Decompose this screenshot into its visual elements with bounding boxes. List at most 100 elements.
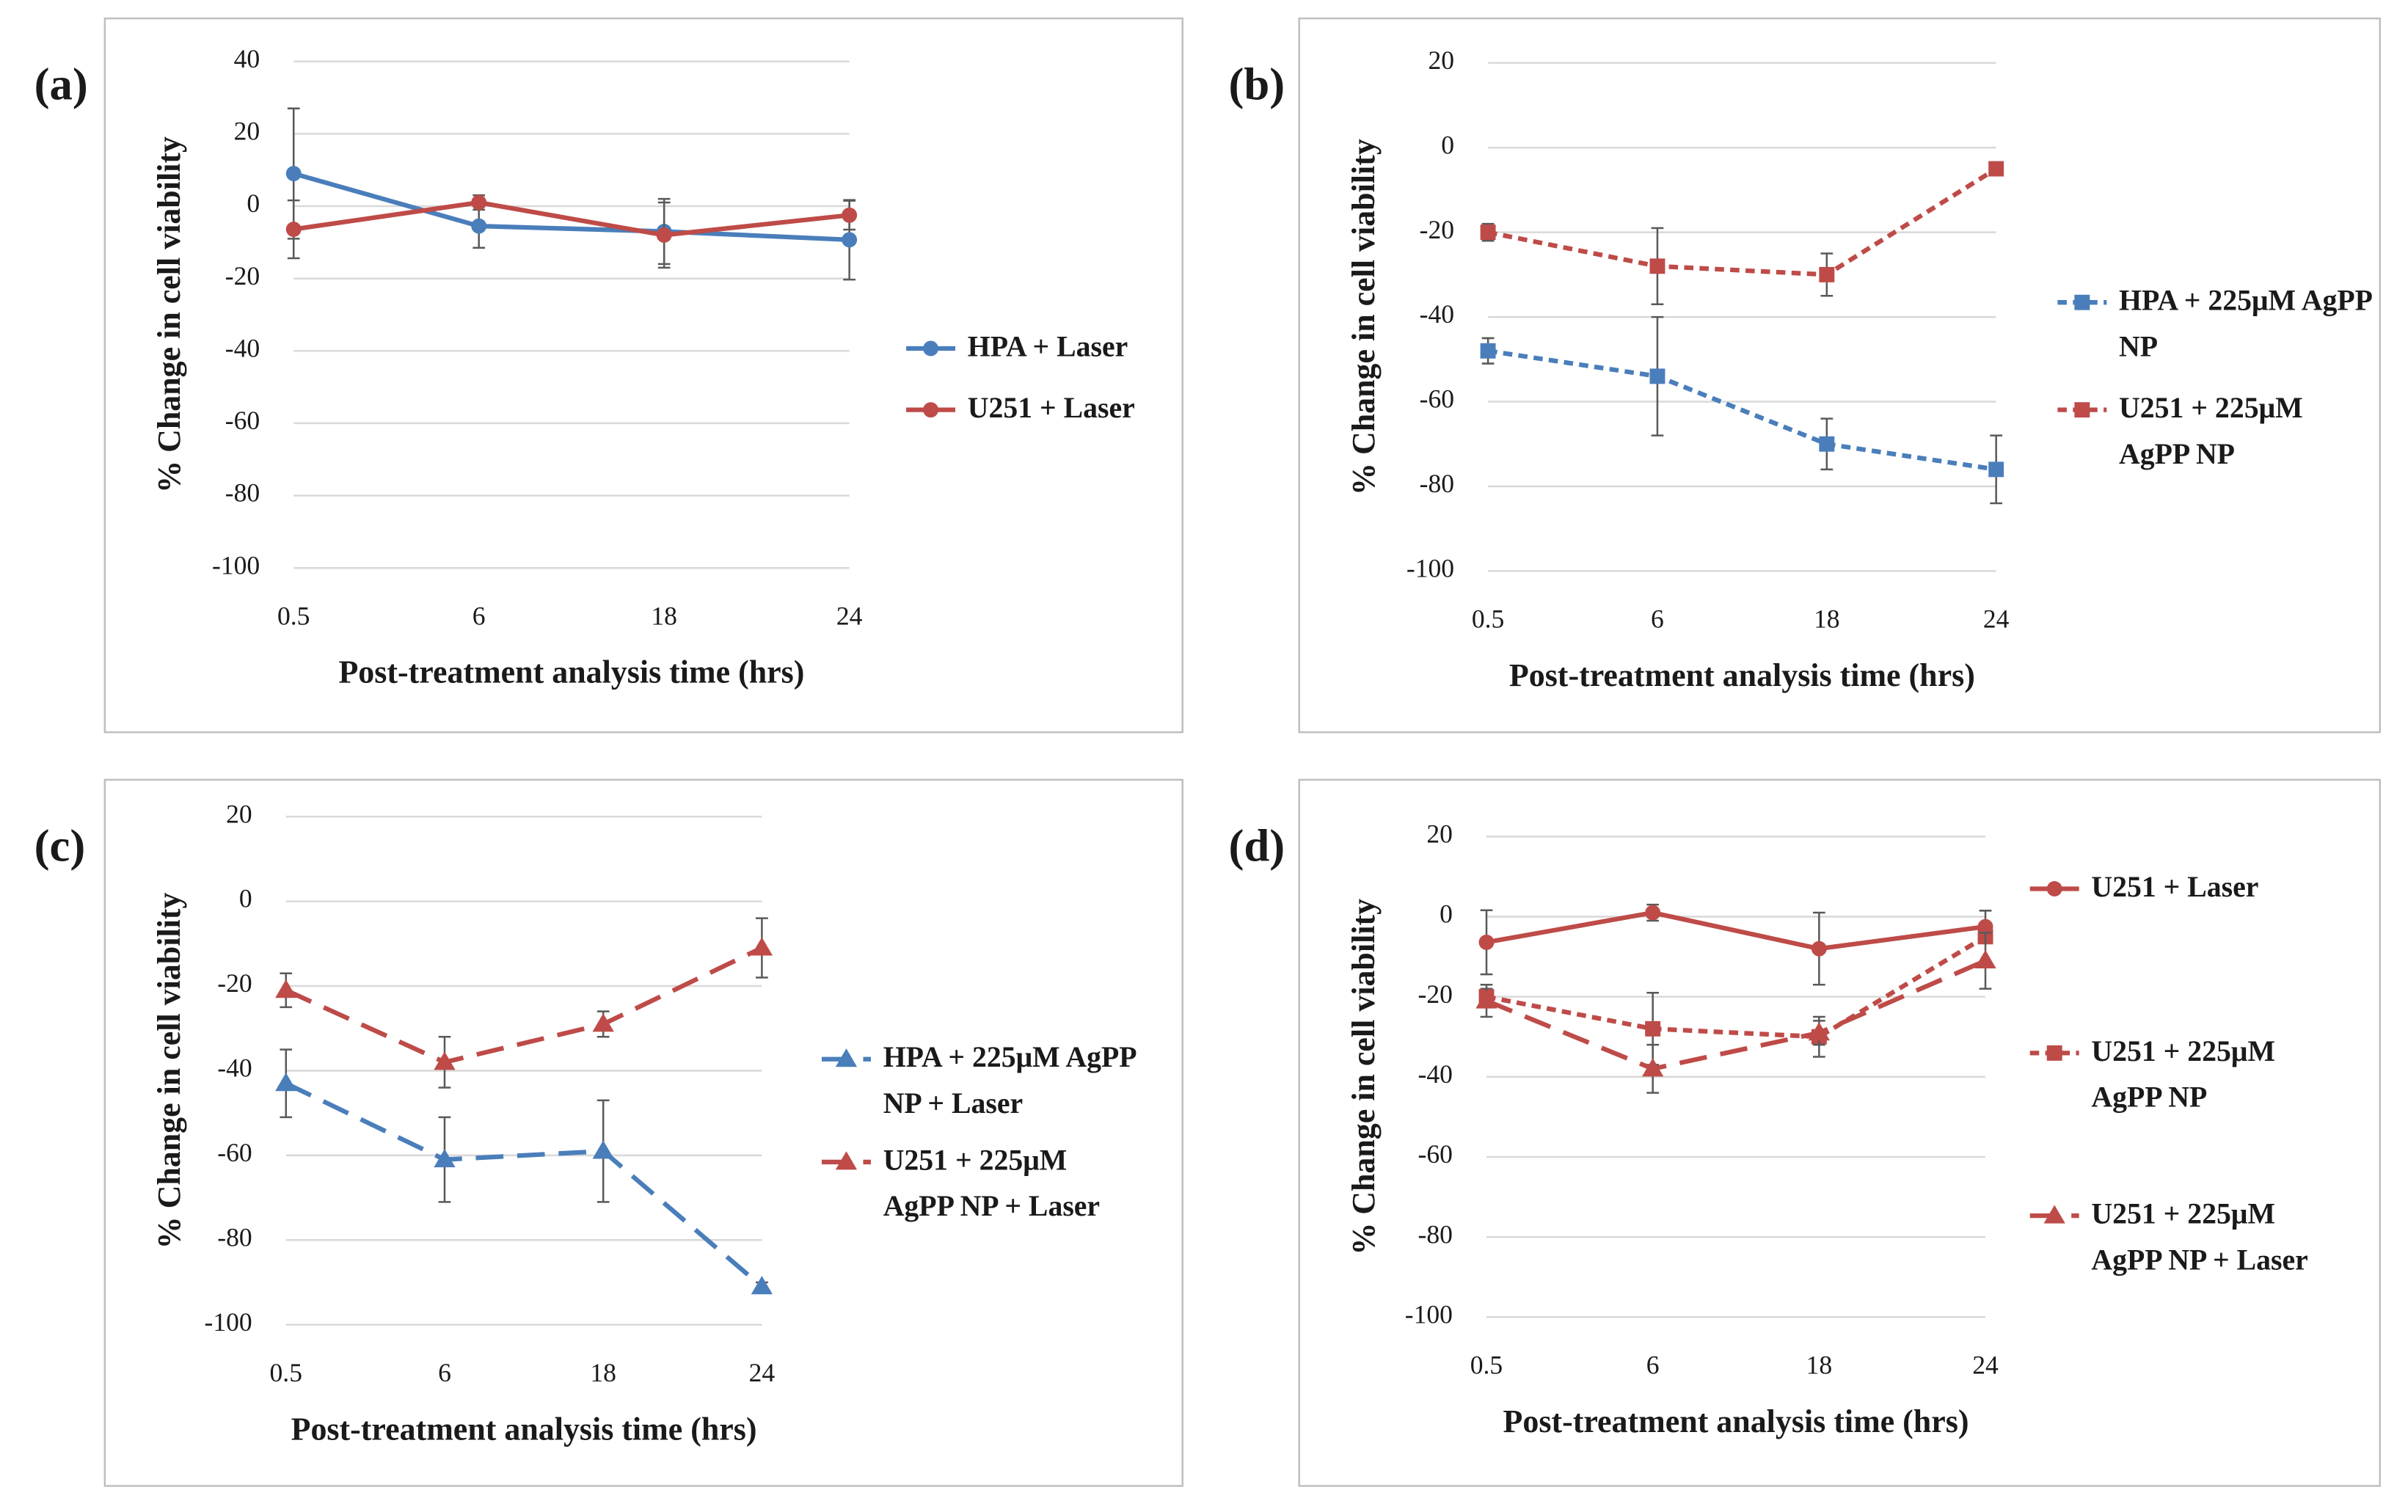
legend-label: U251 + 225μM AgPP NP + Laser <box>883 1144 1101 1224</box>
marker <box>1649 368 1665 384</box>
marker <box>471 194 487 211</box>
marker <box>1645 1020 1661 1037</box>
marker <box>1480 343 1496 359</box>
y-axis-label: % Change in cell viability <box>151 893 187 1249</box>
x-tick-label: 0.5 <box>1470 1350 1503 1379</box>
marker <box>1988 161 2004 177</box>
x-tick-label: 18 <box>1806 1350 1833 1379</box>
marker <box>923 402 939 418</box>
marker <box>835 1048 858 1067</box>
panel-frame <box>103 778 1183 1487</box>
panel-frame <box>1298 778 2382 1487</box>
marker <box>592 1140 614 1159</box>
legend-entry: HPA + 225μM AgPP NP + Laser <box>883 1042 1136 1121</box>
series-line <box>1486 910 1986 952</box>
panel: (d) -100 -80 -60 -40 -20 0 20 0.5 6 18 24Post-treat… <box>1228 778 2382 1487</box>
marker <box>1819 436 1835 452</box>
legend-entry: U251 + Laser <box>2091 872 2259 905</box>
legend-entry: U251 + 225μM AgPP NP + Laser <box>2091 1199 2308 1277</box>
marker <box>275 979 297 998</box>
x-tick-label: 0.5 <box>277 601 310 630</box>
marker <box>1642 1058 1664 1077</box>
y-tick-label: -80 <box>1420 469 1454 498</box>
x-tick-label: 24 <box>836 601 863 630</box>
legend-entry: U251 + Laser <box>967 392 1135 426</box>
y-tick-label: -20 <box>225 261 260 291</box>
marker <box>1811 941 1827 957</box>
y-tick-label: -80 <box>1418 1219 1453 1249</box>
legend-label: U251 + 225μM AgPP NP <box>2091 1036 2275 1115</box>
x-axis-label: Post-treatment analysis time (hrs) <box>338 654 804 690</box>
x-tick-label: 18 <box>651 601 677 630</box>
series-line <box>293 200 850 238</box>
x-tick-label: 6 <box>1651 605 1664 634</box>
marker <box>285 222 302 238</box>
marker <box>1480 224 1496 241</box>
y-tick-label: -20 <box>217 968 252 998</box>
y-tick-label: -60 <box>225 406 260 435</box>
y-tick-label: -20 <box>1418 979 1453 1009</box>
marker <box>2046 881 2062 896</box>
x-tick-label: 6 <box>438 1358 451 1387</box>
y-tick-label: -40 <box>1420 299 1454 329</box>
marker <box>275 1073 297 1092</box>
series-line <box>1486 935 1987 1040</box>
x-axis-label: Post-treatment analysis time (hrs) <box>291 1411 757 1447</box>
x-tick-label: 18 <box>590 1358 616 1387</box>
y-tick-label: -100 <box>205 1307 252 1337</box>
y-tick-label: -80 <box>217 1222 252 1252</box>
y-tick-label: 20 <box>1426 819 1453 849</box>
x-tick-label: 24 <box>1983 605 2010 634</box>
panel-label: (c) <box>34 820 86 872</box>
panel-frame <box>1298 17 2382 734</box>
marker <box>1478 934 1495 950</box>
y-tick-label: -40 <box>217 1053 252 1083</box>
panel-frame <box>103 17 1183 734</box>
y-tick-label: 0 <box>239 884 252 913</box>
legend-label: U251 + Laser <box>967 392 1135 426</box>
marker <box>434 1148 456 1168</box>
legend-entry: HPA + Laser <box>968 332 1128 364</box>
marker <box>842 232 858 248</box>
marker <box>2074 402 2090 418</box>
y-tick-label: 20 <box>234 116 260 145</box>
x-tick-label: 0.5 <box>1472 605 1504 634</box>
y-axis-label: % Change in cell viability <box>151 136 187 493</box>
y-tick-label: -100 <box>1405 1299 1453 1329</box>
y-axis-label: % Change in cell viability <box>1346 899 1382 1255</box>
marker <box>2046 1045 2062 1061</box>
y-tick-label: -60 <box>1420 384 1454 414</box>
y-tick-label: 0 <box>1440 899 1453 929</box>
marker <box>2074 294 2090 310</box>
y-tick-label: -100 <box>212 550 260 580</box>
panel-label: (a) <box>34 59 88 110</box>
y-tick-label: -40 <box>1418 1059 1453 1089</box>
legend-entry: U251 + 225μM AgPP NP <box>2119 393 2303 472</box>
marker <box>1645 905 1661 921</box>
legend-label: HPA + 225μM AgPP NP <box>2119 285 2371 364</box>
series-line <box>1485 958 1987 1072</box>
series-line <box>293 171 850 242</box>
marker <box>471 218 487 234</box>
x-tick-label: 6 <box>473 601 486 630</box>
y-axis-label: % Change in cell viability <box>1346 139 1382 495</box>
legend-label: U251 + Laser <box>2091 872 2259 905</box>
marker <box>1819 266 1835 282</box>
y-tick-label: 0 <box>1441 130 1454 159</box>
marker <box>2043 1205 2065 1224</box>
legend-label: HPA + 225μM AgPP NP + Laser <box>883 1042 1136 1121</box>
marker <box>1649 258 1665 274</box>
marker <box>1808 1022 1830 1041</box>
panel-label: (b) <box>1228 59 1285 110</box>
x-tick-label: 18 <box>1814 605 1840 634</box>
y-tick-label: -80 <box>225 478 260 508</box>
x-tick-label: 0.5 <box>270 1358 302 1387</box>
x-tick-label: 6 <box>1646 1350 1660 1379</box>
y-tick-label: 0 <box>247 189 260 218</box>
legend-entry: U251 + 225μM AgPP NP + Laser <box>883 1144 1101 1224</box>
legend-label: U251 + 225μM AgPP NP + Laser <box>2091 1199 2308 1277</box>
panel-label: (d) <box>1228 820 1285 872</box>
marker <box>1988 461 2004 478</box>
marker <box>1475 990 1497 1009</box>
